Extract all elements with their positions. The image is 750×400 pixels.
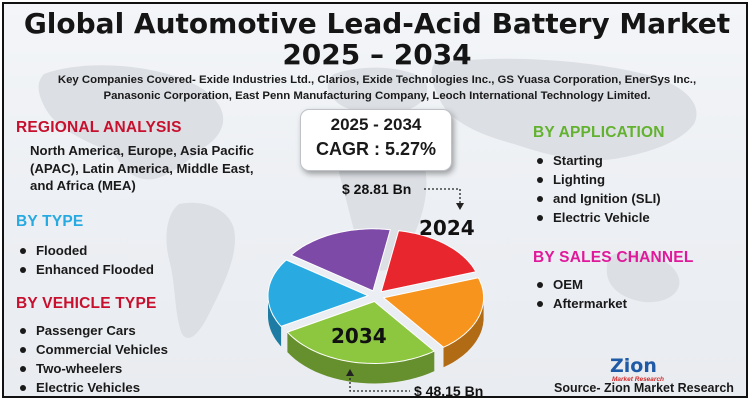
annotation-arrow-2034 (349, 374, 410, 392)
companies-line-2: Panasonic Corporation, East Penn Manufac… (103, 90, 651, 102)
title-line-2: 2025 – 2034 (282, 38, 472, 71)
title-line-1: Global Automotive Lead-Acid Battery Mark… (23, 7, 731, 40)
pie-slice (382, 277, 485, 348)
cagr-box: 2025 - 2034 CAGR : 5.27% (300, 109, 452, 171)
value-label-2034: $ 48.15 Bn (414, 383, 483, 398)
zion-logo: Zion Market Research (610, 355, 664, 383)
list-item: Two-wheelers (16, 359, 168, 378)
pie-slice-side (268, 295, 282, 347)
svg-text:Market Research: Market Research (612, 376, 664, 383)
list-item: Passenger Cars (16, 321, 168, 340)
regional-text: North America, Europe, Asia Pacific (APA… (30, 143, 255, 193)
list-item: OEM (533, 275, 627, 294)
pie-slice-side (443, 297, 484, 368)
slice-label-2024: 2024 (419, 216, 475, 240)
pie-slice-side (287, 332, 435, 384)
value-label-2024: $ 28.81 Bn (342, 181, 411, 197)
pie-layer (267, 228, 485, 384)
sales-heading: BY SALES CHANNEL (533, 249, 694, 266)
list-item: Starting (533, 151, 661, 170)
pie-slice (290, 228, 391, 292)
vehicle-list: Passenger Cars Commercial Vehicles Two-w… (16, 321, 168, 396)
pie-slice-2034 (286, 300, 436, 365)
list-item: Flooded (16, 241, 154, 260)
pie-slice-2024 (380, 230, 477, 293)
list-item: Lighting (533, 170, 661, 189)
list-item: Commercial Vehicles (16, 340, 168, 359)
list-item: and Ignition (SLI) (533, 189, 661, 208)
source-credit: Source- Zion Market Research (554, 381, 734, 395)
pie-chart: $ 28.81 Bn $ 48.15 Bn 2024 2034 (267, 181, 485, 398)
key-companies: Key Companies Covered- Exide Industries … (14, 72, 740, 104)
arrow-head-2034 (346, 369, 354, 376)
arrow-head-2024 (456, 203, 464, 210)
type-list: Flooded Enhanced Flooded (16, 241, 154, 279)
list-item: Electric Vehicles (16, 378, 168, 396)
annotation-arrow-2024 (424, 188, 461, 205)
page-title: Global Automotive Lead-Acid Battery Mark… (4, 7, 746, 71)
companies-line-1: Key Companies Covered- Exide Industries … (57, 74, 697, 86)
list-item: Aftermarket (533, 294, 627, 313)
svg-text:Zion: Zion (610, 355, 657, 377)
regional-heading: REGIONAL ANALYSIS (16, 119, 182, 136)
cagr-value: CAGR : 5.27% (315, 139, 437, 159)
sales-list: OEM Aftermarket (533, 275, 627, 313)
slice-label-2034: 2034 (331, 324, 387, 348)
type-heading: BY TYPE (16, 213, 84, 230)
list-item: Enhanced Flooded (16, 260, 154, 279)
vehicle-heading: BY VEHICLE TYPE (16, 295, 157, 312)
list-item: Electric Vehicle (533, 208, 661, 227)
cagr-years: 2025 - 2034 (330, 115, 422, 134)
pie-slice (267, 259, 370, 327)
application-heading: BY APPLICATION (533, 124, 665, 141)
application-list: Starting Lighting and Ignition (SLI) Ele… (533, 151, 661, 227)
